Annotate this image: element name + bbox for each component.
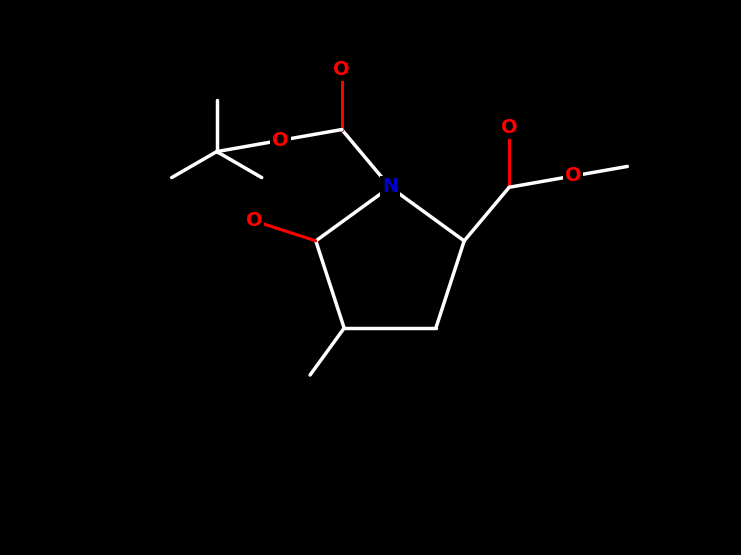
Text: N: N	[382, 178, 398, 196]
Text: O: O	[333, 60, 350, 79]
Text: O: O	[246, 211, 262, 230]
Text: O: O	[565, 166, 582, 185]
Text: O: O	[273, 131, 289, 150]
Text: O: O	[501, 118, 517, 137]
